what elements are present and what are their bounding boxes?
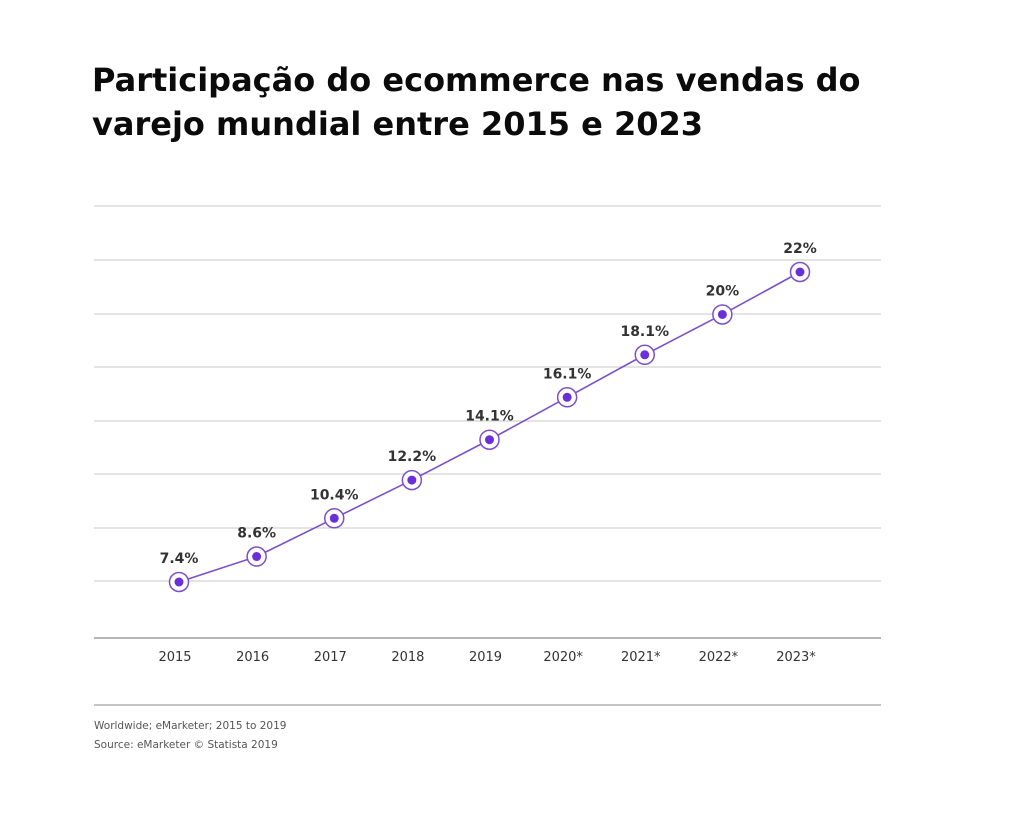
- data-point-dot: [640, 350, 650, 360]
- x-tick-label: 2021*: [621, 650, 661, 665]
- data-labels: 7.4% 8.6% 10.4% 12.2% 14.1% 16.1% 18.1% 20% 22%: [160, 241, 817, 567]
- x-tick-label: 2016: [236, 650, 269, 665]
- data-point: [401, 469, 423, 491]
- footer-source: Source: eMarketer © Statista 2019: [94, 739, 278, 751]
- chart-title-line-2: varejo mundial entre 2015 e 2023: [92, 105, 704, 143]
- x-tick-label: 2015: [158, 650, 191, 665]
- data-point-dot: [562, 392, 572, 402]
- data-point: [324, 508, 345, 529]
- x-tick-label: 2020*: [543, 650, 583, 665]
- footer-note: Worldwide; eMarketer; 2015 to 2019: [94, 720, 287, 732]
- data-point: [246, 546, 267, 567]
- chart-title-line-1: Participação do ecommerce nas vendas do: [92, 61, 861, 99]
- data-label: 10.4%: [310, 487, 359, 503]
- x-tick-label: 2023*: [776, 650, 816, 665]
- data-label: 12.2%: [388, 449, 437, 465]
- x-tick-label: 2022*: [699, 650, 739, 665]
- chart-title: Participação do ecommerce nas vendas do …: [92, 58, 932, 146]
- data-point: [479, 429, 500, 450]
- data-label: 18.1%: [620, 324, 669, 340]
- data-point: [168, 571, 190, 593]
- data-point: [556, 387, 578, 408]
- chart-footer: Worldwide; eMarketer; 2015 to 2019 Sourc…: [94, 717, 286, 755]
- data-point: [634, 344, 655, 366]
- data-point: [789, 261, 811, 283]
- data-label: 7.4%: [160, 551, 199, 567]
- x-tick-label: 2019: [469, 650, 502, 665]
- x-tick-label: 2018: [391, 650, 424, 665]
- data-point: [712, 304, 733, 325]
- data-label: 20%: [706, 283, 740, 299]
- data-point-dot: [795, 267, 805, 277]
- gridlines: [94, 205, 881, 706]
- data-point-dot: [174, 577, 184, 587]
- data-label: 8.6%: [237, 526, 276, 542]
- x-tick-label: 2017: [314, 650, 347, 665]
- data-point-dot: [252, 552, 262, 562]
- data-point-dot: [717, 309, 727, 319]
- data-point-dot: [407, 475, 417, 485]
- data-label: 22%: [783, 241, 817, 257]
- x-axis: 2015 2016 2017 2018 2019 2020* 2021* 2022* 2023*: [158, 650, 816, 665]
- data-point-dot: [485, 435, 494, 445]
- series-ecommerce-share: [168, 261, 811, 593]
- data-label: 14.1%: [465, 409, 514, 425]
- data-label: 16.1%: [543, 366, 592, 382]
- data-point-dot: [329, 513, 339, 523]
